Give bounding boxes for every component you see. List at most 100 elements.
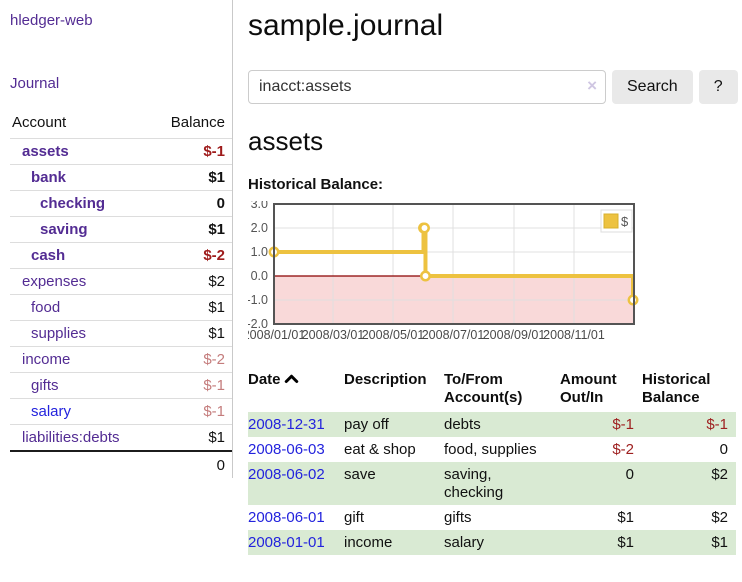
search-help-button[interactable]: ? <box>698 70 738 104</box>
transaction-balance: 0 <box>719 441 728 458</box>
account-balance: $2 <box>208 273 225 290</box>
svg-text:-1.0: -1.0 <box>248 293 268 307</box>
account-row: assets $-1 <box>10 138 232 164</box>
column-header-accounts: To/From Account(s) <box>444 371 523 406</box>
sidebar-item-journal[interactable]: Journal <box>10 75 60 92</box>
transaction-date-link[interactable]: 2008-01-01 <box>248 534 325 551</box>
svg-text:3.0: 3.0 <box>251 201 268 211</box>
chart-label: Historical Balance: <box>248 176 384 193</box>
account-link-cash[interactable]: cash <box>31 247 66 264</box>
transaction-row: 2008-06-02 save saving, checking 0 $2 <box>248 462 736 505</box>
account-balance: $1 <box>208 221 225 238</box>
transaction-accounts: debts <box>444 412 560 437</box>
account-balance: $-1 <box>203 377 225 394</box>
account-link-bank[interactable]: bank <box>31 169 67 186</box>
transaction-date-link[interactable]: 2008-06-02 <box>248 466 325 483</box>
transaction-accounts: salary <box>444 530 560 555</box>
app-brand-link[interactable]: hledger-web <box>10 12 93 29</box>
search-button[interactable]: Search <box>612 70 693 104</box>
account-balance: $-2 <box>203 247 225 264</box>
column-header-balance: Historical Balance <box>642 371 711 406</box>
account-balance: $-1 <box>203 403 225 420</box>
account-link-food[interactable]: food <box>31 299 61 316</box>
account-link-expenses[interactable]: expenses <box>22 273 87 290</box>
transaction-description: income <box>344 530 444 555</box>
sort-ascending-icon <box>284 371 299 389</box>
account-balance: $1 <box>208 325 225 342</box>
svg-text:1.0: 1.0 <box>251 245 268 259</box>
transaction-amount: $1 <box>560 530 642 555</box>
svg-text:2008/01/01: 2008/01/01 <box>248 328 305 342</box>
account-row: checking 0 <box>10 190 232 216</box>
main-content: sample.journal × Search ? assets Histori… <box>243 0 738 555</box>
transaction-date-link[interactable]: 2008-12-31 <box>248 416 325 433</box>
clear-search-icon[interactable]: × <box>587 76 597 95</box>
svg-text:2008/11/01: 2008/11/01 <box>543 328 605 342</box>
historical-balance-chart: $3.0 2.0 1.0 0.0 -1.0 -2.0 2008/01/01 2008/03/0… <box>243 197 736 349</box>
transaction-balance: $-1 <box>642 412 736 437</box>
transaction-accounts: food, supplies <box>444 441 537 458</box>
transaction-date-link[interactable]: 2008-06-01 <box>248 509 325 526</box>
account-row: gifts $-1 <box>10 372 232 398</box>
account-row: food $1 <box>10 294 232 320</box>
accounts-total-value: 0 <box>216 457 225 474</box>
transaction-description: eat & shop <box>344 441 416 458</box>
accounts-header: Account Balance <box>10 114 232 138</box>
transaction-balance: $2 <box>642 462 736 505</box>
accounts-total-row: 0 <box>10 450 232 478</box>
svg-text:2008/07/01: 2008/07/01 <box>422 328 485 342</box>
transaction-date-link[interactable]: 2008-06-03 <box>248 441 325 458</box>
transaction-row: 2008-01-01 income salary $1 $1 <box>248 530 736 555</box>
account-link-checking[interactable]: checking <box>40 195 106 212</box>
account-link-saving[interactable]: saving <box>40 221 88 238</box>
column-header-date[interactable]: Date <box>248 371 344 412</box>
accounts-panel: Account Balance assets $-1 bank $1 check… <box>10 114 232 478</box>
svg-text:2008/09/01: 2008/09/01 <box>483 328 546 342</box>
account-link-liabilities-debts[interactable]: liabilities:debts <box>22 429 120 446</box>
accounts-header-account: Account <box>12 114 67 131</box>
account-row: bank $1 <box>10 164 232 190</box>
account-balance: $1 <box>208 299 225 316</box>
transaction-row: 2008-06-03 eat & shop food, supplies $-2… <box>248 437 736 462</box>
search-form: × Search ? <box>248 70 738 104</box>
search-box: × <box>248 70 606 104</box>
transaction-balance: $1 <box>642 530 736 555</box>
transaction-row: 2008-12-31 pay off debts $-1 $-1 <box>248 412 736 437</box>
transaction-description: save <box>344 462 444 505</box>
accounts-header-balance: Balance <box>170 114 225 131</box>
account-link-assets[interactable]: assets <box>22 143 69 160</box>
svg-text:2.0: 2.0 <box>251 221 268 235</box>
account-row: salary $-1 <box>10 398 232 424</box>
account-heading: assets <box>248 126 324 156</box>
account-link-supplies[interactable]: supplies <box>31 325 87 342</box>
transaction-description: gift <box>344 509 365 526</box>
search-input[interactable] <box>248 70 606 104</box>
account-link-gifts[interactable]: gifts <box>31 377 59 394</box>
account-row: income $-2 <box>10 346 232 372</box>
transaction-amount: 0 <box>560 462 642 505</box>
account-link-income[interactable]: income <box>22 351 71 368</box>
transactions-table: Date Description To/From Account(s) Amou… <box>248 371 736 555</box>
account-row: cash $-2 <box>10 242 232 268</box>
transaction-amount: $-2 <box>612 441 634 458</box>
svg-text:0.0: 0.0 <box>251 269 268 283</box>
svg-text:2008/05/01: 2008/05/01 <box>362 328 425 342</box>
page-title: sample.journal <box>248 9 444 42</box>
account-balance: $-1 <box>203 143 225 160</box>
account-link-salary[interactable]: salary <box>31 403 72 420</box>
account-row: supplies $1 <box>10 320 232 346</box>
transactions-header-row: Date Description To/From Account(s) Amou… <box>248 371 736 412</box>
transaction-description: pay off <box>344 412 444 437</box>
transaction-row: 2008-06-01 gift gifts $1 $2 <box>248 505 736 530</box>
transaction-balance: $2 <box>711 509 728 526</box>
account-balance: $1 <box>208 429 225 446</box>
transaction-amount: $1 <box>617 509 634 526</box>
transaction-amount: $-1 <box>560 412 642 437</box>
column-header-description: Description <box>344 371 427 388</box>
column-header-amount: Amount Out/In <box>560 371 617 406</box>
svg-text:2008/03/01: 2008/03/01 <box>302 328 365 342</box>
svg-text:-2.0: -2.0 <box>248 317 268 331</box>
account-balance: $-2 <box>203 351 225 368</box>
transaction-accounts: saving, checking <box>444 462 560 505</box>
sidebar: hledger-web Journal Account Balance asse… <box>0 0 233 478</box>
